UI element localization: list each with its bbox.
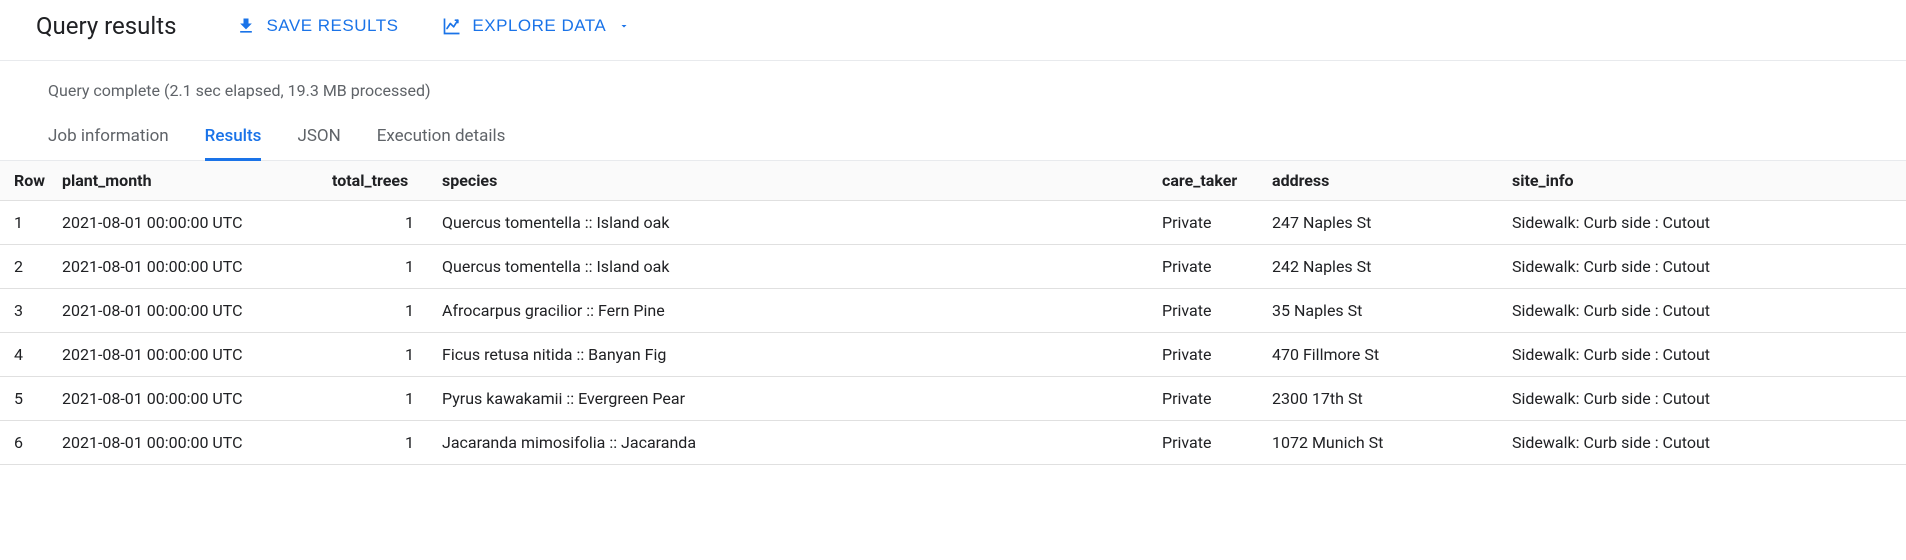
cell-care_taker: Private bbox=[1154, 289, 1264, 333]
cell-care_taker: Private bbox=[1154, 421, 1264, 465]
cell-species: Ficus retusa nitida :: Banyan Fig bbox=[434, 333, 1154, 377]
table-body: 12021-08-01 00:00:00 UTC1Quercus tomente… bbox=[0, 201, 1906, 465]
cell-species: Quercus tomentella :: Island oak bbox=[434, 201, 1154, 245]
tab-json[interactable]: JSON bbox=[297, 116, 340, 161]
cell-total_trees: 1 bbox=[324, 245, 434, 289]
cell-total_trees: 1 bbox=[324, 201, 434, 245]
tab-job-information[interactable]: Job information bbox=[48, 116, 169, 161]
cell-total_trees: 1 bbox=[324, 289, 434, 333]
table-row: 12021-08-01 00:00:00 UTC1Quercus tomente… bbox=[0, 201, 1906, 245]
cell-site_info: Sidewalk: Curb side : Cutout bbox=[1504, 377, 1834, 421]
cell-row: 1 bbox=[0, 201, 54, 245]
col-header-total-trees: total_trees bbox=[324, 161, 434, 201]
cell-total_trees: 1 bbox=[324, 421, 434, 465]
table-row: 32021-08-01 00:00:00 UTC1Afrocarpus grac… bbox=[0, 289, 1906, 333]
col-header-care-taker: care_taker bbox=[1154, 161, 1264, 201]
page-title: Query results bbox=[36, 12, 176, 40]
cell-address: 2300 17th St bbox=[1264, 377, 1504, 421]
table-row: 62021-08-01 00:00:00 UTC1Jacaranda mimos… bbox=[0, 421, 1906, 465]
tabs: Job information Results JSON Execution deta… bbox=[0, 112, 1906, 161]
chevron-down-icon bbox=[618, 20, 630, 32]
cell-care_taker: Private bbox=[1154, 377, 1264, 421]
cell-site_info: Sidewalk: Curb side : Cutout bbox=[1504, 289, 1834, 333]
col-header-site-info: site_info bbox=[1504, 161, 1834, 201]
cell-care_taker: Private bbox=[1154, 245, 1264, 289]
cell-plant_month: 2021-08-01 00:00:00 UTC bbox=[54, 245, 324, 289]
cell-plant_month: 2021-08-01 00:00:00 UTC bbox=[54, 377, 324, 421]
cell-care_taker: Private bbox=[1154, 333, 1264, 377]
cell-species: Quercus tomentella :: Island oak bbox=[434, 245, 1154, 289]
header: Query results SAVE RESULTS EXPLORE DATA bbox=[0, 0, 1906, 60]
cell-address: 35 Naples St bbox=[1264, 289, 1504, 333]
cell-plant_month: 2021-08-01 00:00:00 UTC bbox=[54, 289, 324, 333]
cell-site_info: Sidewalk: Curb side : Cutout bbox=[1504, 333, 1834, 377]
col-header-empty bbox=[1834, 161, 1906, 201]
cell-address: 470 Fillmore St bbox=[1264, 333, 1504, 377]
cell-empty bbox=[1834, 421, 1906, 465]
cell-total_trees: 1 bbox=[324, 333, 434, 377]
cell-address: 242 Naples St bbox=[1264, 245, 1504, 289]
results-table: Row plant_month total_trees species care… bbox=[0, 161, 1906, 465]
save-results-label: SAVE RESULTS bbox=[266, 16, 398, 36]
cell-site_info: Sidewalk: Curb side : Cutout bbox=[1504, 201, 1834, 245]
cell-plant_month: 2021-08-01 00:00:00 UTC bbox=[54, 421, 324, 465]
cell-row: 3 bbox=[0, 289, 54, 333]
table-row: 52021-08-01 00:00:00 UTC1Pyrus kawakamii… bbox=[0, 377, 1906, 421]
table-row: 42021-08-01 00:00:00 UTC1Ficus retusa ni… bbox=[0, 333, 1906, 377]
cell-site_info: Sidewalk: Curb side : Cutout bbox=[1504, 421, 1834, 465]
cell-empty bbox=[1834, 289, 1906, 333]
cell-empty bbox=[1834, 333, 1906, 377]
cell-species: Afrocarpus gracilior :: Fern Pine bbox=[434, 289, 1154, 333]
cell-row: 5 bbox=[0, 377, 54, 421]
cell-species: Jacaranda mimosifolia :: Jacaranda bbox=[434, 421, 1154, 465]
cell-row: 4 bbox=[0, 333, 54, 377]
query-results-panel: Query results SAVE RESULTS EXPLORE DATA … bbox=[0, 0, 1906, 465]
explore-data-button[interactable]: EXPLORE DATA bbox=[442, 16, 630, 36]
cell-address: 1072 Munich St bbox=[1264, 421, 1504, 465]
col-header-plant-month: plant_month bbox=[54, 161, 324, 201]
col-header-address: address bbox=[1264, 161, 1504, 201]
cell-total_trees: 1 bbox=[324, 377, 434, 421]
cell-empty bbox=[1834, 201, 1906, 245]
cell-care_taker: Private bbox=[1154, 201, 1264, 245]
cell-address: 247 Naples St bbox=[1264, 201, 1504, 245]
col-header-species: species bbox=[434, 161, 1154, 201]
cell-empty bbox=[1834, 377, 1906, 421]
table-row: 22021-08-01 00:00:00 UTC1Quercus tomente… bbox=[0, 245, 1906, 289]
tab-results[interactable]: Results bbox=[205, 116, 262, 161]
query-status: Query complete (2.1 sec elapsed, 19.3 MB… bbox=[0, 61, 1906, 112]
cell-row: 2 bbox=[0, 245, 54, 289]
cell-site_info: Sidewalk: Curb side : Cutout bbox=[1504, 245, 1834, 289]
explore-data-label: EXPLORE DATA bbox=[472, 16, 606, 36]
cell-plant_month: 2021-08-01 00:00:00 UTC bbox=[54, 201, 324, 245]
save-results-button[interactable]: SAVE RESULTS bbox=[236, 16, 398, 36]
cell-species: Pyrus kawakamii :: Evergreen Pear bbox=[434, 377, 1154, 421]
header-actions: SAVE RESULTS EXPLORE DATA bbox=[236, 16, 630, 36]
tab-execution-details[interactable]: Execution details bbox=[377, 116, 506, 161]
download-icon bbox=[236, 16, 256, 36]
cell-plant_month: 2021-08-01 00:00:00 UTC bbox=[54, 333, 324, 377]
chart-icon bbox=[442, 16, 462, 36]
cell-row: 6 bbox=[0, 421, 54, 465]
cell-empty bbox=[1834, 245, 1906, 289]
col-header-row: Row bbox=[0, 161, 54, 201]
table-header-row: Row plant_month total_trees species care… bbox=[0, 161, 1906, 201]
